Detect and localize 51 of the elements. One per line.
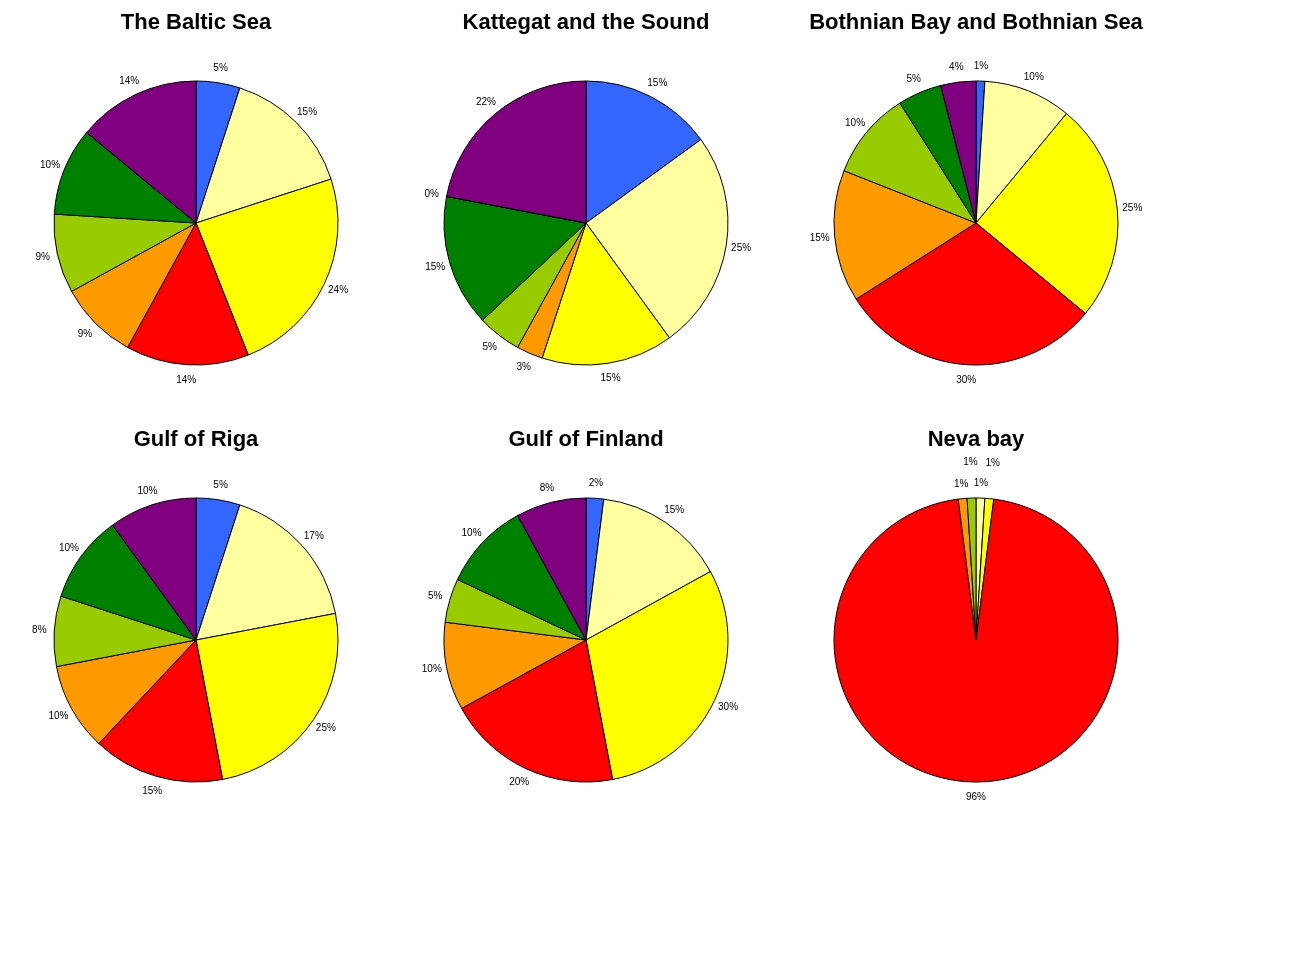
chart-title: The Baltic Sea (120, 9, 272, 34)
data-label: 15% (664, 504, 685, 516)
data-label: 10% (461, 526, 482, 538)
data-label: 17% (303, 530, 324, 542)
data-label: 30% (718, 700, 739, 712)
data-label: 15% (600, 372, 621, 384)
data-label: 2% (588, 477, 604, 489)
data-label: 15% (297, 105, 318, 117)
data-label: 10% (58, 541, 80, 553)
data-label: 15% (142, 784, 163, 796)
data-label: 5% (213, 478, 228, 490)
data-label: 96% (965, 791, 987, 802)
data-label: 5% (482, 341, 498, 353)
data-label: 5% (213, 61, 228, 73)
data-label: 10% (48, 709, 69, 721)
chart-title: Gulf of Riga (133, 426, 260, 451)
data-label: 10% (40, 159, 61, 171)
chart-title: Kattegat and the Sound (462, 9, 710, 34)
data-label: 1% (963, 456, 978, 468)
chart-title: Neva bay (927, 426, 1026, 451)
data-label: 9% (77, 328, 93, 340)
data-label: 3% (516, 361, 531, 373)
data-label: 20% (509, 776, 530, 788)
data-label: 25% (315, 722, 336, 734)
data-label: 24% (328, 283, 349, 295)
data-label: 8% (32, 624, 47, 636)
data-label: 30% (956, 373, 977, 385)
data-label: 1% (954, 477, 969, 489)
data-label: 5% (428, 590, 443, 602)
data-label: 10% (1023, 71, 1044, 83)
chart-title: Bothnian Bay and Bothnian Sea (809, 9, 1144, 34)
data-label: 8% (539, 481, 555, 493)
data-label: 15% (647, 77, 668, 89)
data-label: 25% (1122, 202, 1143, 214)
data-label: 10% (421, 663, 442, 675)
data-label: 9% (35, 251, 51, 263)
data-label: 15% (425, 260, 446, 272)
data-label: 10% (137, 484, 158, 496)
data-label: 25% (731, 241, 752, 253)
text: 0% (424, 187, 440, 199)
data-label: 15% (809, 231, 830, 243)
data-label: 22% (475, 96, 497, 108)
data-label: 1% (973, 477, 989, 489)
data-label: 4% (949, 61, 964, 73)
data-label: 1% (985, 456, 1001, 468)
data-label: 1% (973, 60, 989, 72)
chart-title: Gulf of Finland (508, 426, 664, 451)
data-label: 5% (906, 72, 921, 84)
data-label: 14% (119, 74, 140, 86)
data-label: 10% (845, 116, 866, 128)
data-label: 14% (176, 373, 197, 385)
